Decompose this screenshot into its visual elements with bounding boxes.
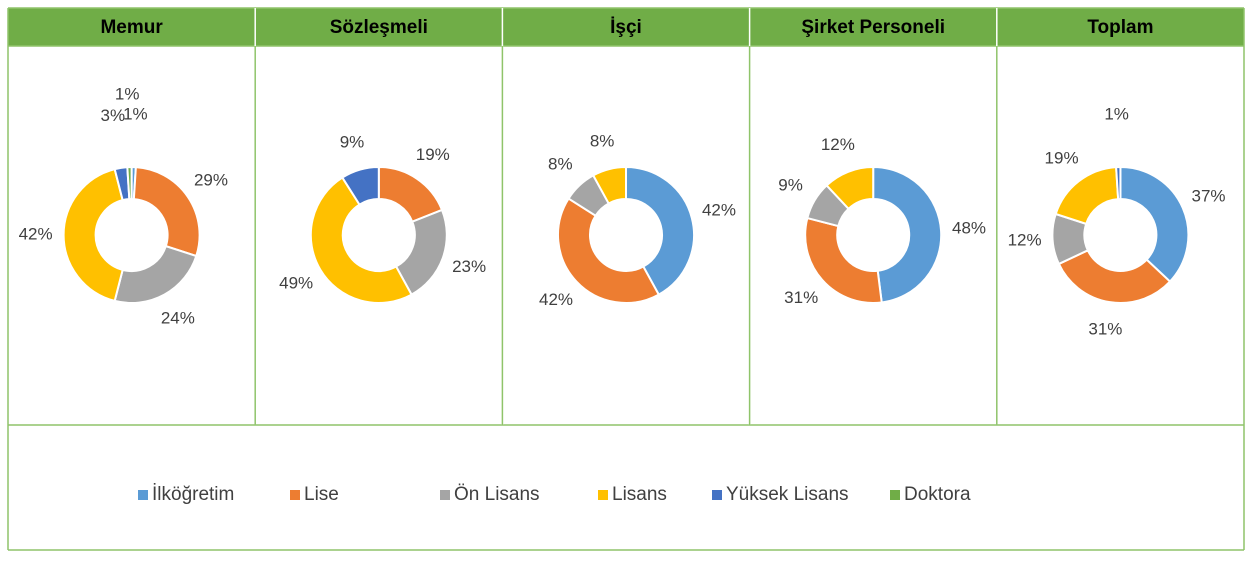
legend-label: Yüksek Lisans — [726, 484, 849, 505]
legend-label: Lise — [304, 484, 339, 505]
donut-slice — [872, 165, 943, 304]
data-label: 8% — [548, 155, 573, 174]
data-label: 19% — [416, 145, 450, 164]
donut-slice — [62, 167, 124, 303]
data-label: 12% — [1008, 231, 1042, 250]
data-label: 24% — [161, 309, 195, 328]
legend-swatch — [890, 490, 900, 500]
donut-slice — [340, 165, 380, 206]
legend-label: Lisans — [612, 484, 667, 505]
donut-slice — [825, 165, 875, 211]
data-label: 42% — [702, 201, 736, 220]
donut-slice — [126, 165, 133, 201]
legend-swatch — [440, 490, 450, 500]
legend-swatch — [598, 490, 608, 500]
donut-slice — [804, 216, 883, 304]
data-label: 48% — [952, 218, 986, 237]
donut-slice — [591, 165, 627, 205]
legend-swatch — [138, 490, 148, 500]
data-label: 49% — [279, 273, 313, 292]
data-label: 3% — [101, 106, 126, 125]
data-label: 23% — [452, 257, 486, 276]
legend-label: Ön Lisans — [454, 484, 540, 505]
data-label: 1% — [1104, 105, 1129, 124]
column-title: İşçi — [610, 17, 642, 38]
data-label: 37% — [1191, 186, 1225, 205]
data-label: 42% — [539, 290, 573, 309]
data-label: 1% — [115, 85, 140, 104]
donut-slice — [132, 166, 201, 258]
donut-slice — [1119, 165, 1190, 283]
data-label: 31% — [784, 288, 818, 307]
legend-label: Doktora — [904, 484, 971, 505]
legend-swatch — [712, 490, 722, 500]
data-label: 42% — [19, 224, 53, 243]
column-title: Memur — [100, 17, 163, 38]
donut-slice — [625, 165, 695, 296]
header-row — [8, 8, 1244, 46]
legend-swatch — [290, 490, 300, 500]
data-label: 31% — [1088, 319, 1122, 338]
legend-label: İlköğretim — [152, 484, 234, 505]
data-label: 9% — [340, 132, 365, 151]
data-label: 9% — [778, 176, 803, 195]
column-title: Şirket Personeli — [801, 17, 945, 38]
donut-slice — [1115, 165, 1122, 201]
data-label: 19% — [1045, 149, 1079, 168]
donut-slice — [1057, 248, 1172, 304]
donut-slice — [309, 176, 413, 304]
data-label: 12% — [821, 135, 855, 154]
data-label: 8% — [590, 132, 615, 151]
donut-slice — [557, 197, 661, 304]
data-label: 29% — [194, 171, 228, 190]
data-label: 1% — [123, 105, 148, 124]
column-title: Sözleşmeli — [330, 17, 428, 38]
column-title: Toplam — [1087, 17, 1153, 38]
